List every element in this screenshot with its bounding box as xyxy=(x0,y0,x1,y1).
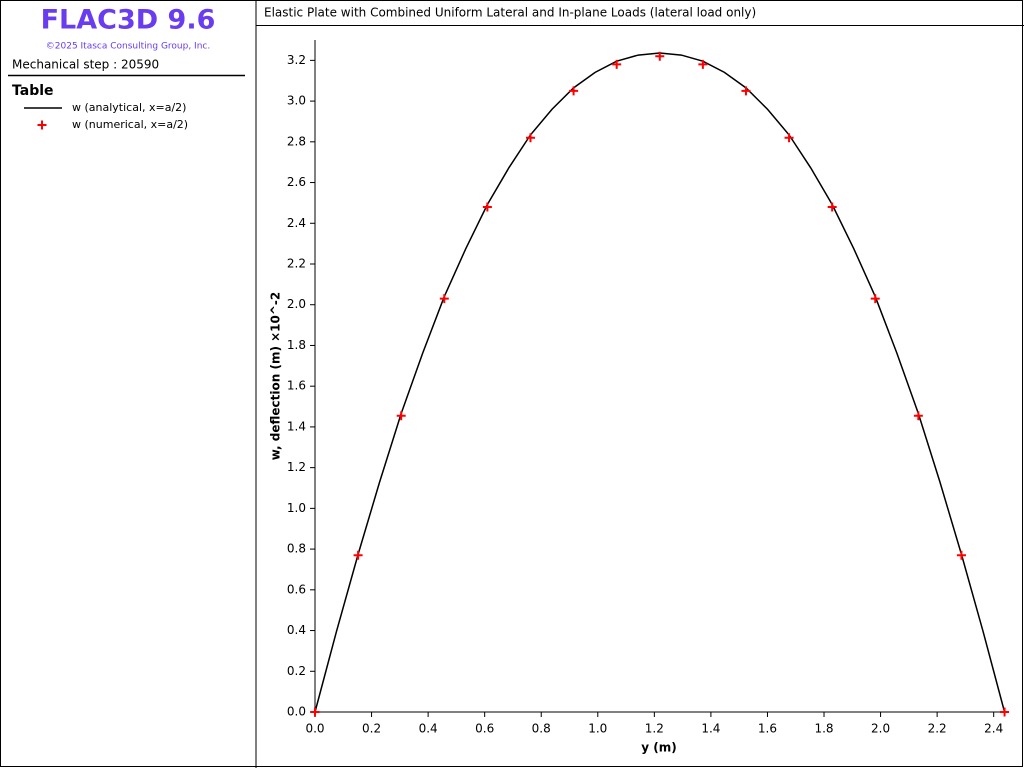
y-tick-label: 1.6 xyxy=(287,379,306,393)
y-tick-label: 1.8 xyxy=(287,338,306,352)
y-tick-label: 0.4 xyxy=(287,623,306,637)
x-tick-label: 0.4 xyxy=(419,722,438,736)
x-tick-label: 1.4 xyxy=(701,722,720,736)
y-tick-label: 0.6 xyxy=(287,582,306,596)
x-tick-label: 1.8 xyxy=(814,722,833,736)
data-point xyxy=(784,133,794,143)
y-tick-label: 1.0 xyxy=(287,501,306,515)
data-point xyxy=(439,294,449,304)
y-tick-label: 1.4 xyxy=(287,419,306,433)
x-tick-label: 1.6 xyxy=(758,722,777,736)
data-point xyxy=(913,411,923,421)
y-tick-label: 2.8 xyxy=(287,134,306,148)
y-tick-label: 0.8 xyxy=(287,542,306,556)
copyright: ©2025 Itasca Consulting Group, Inc. xyxy=(46,42,210,52)
legend-label: w (analytical, x=a/2) xyxy=(72,101,186,114)
data-point xyxy=(310,707,320,717)
data-point xyxy=(956,550,966,560)
data-point xyxy=(396,411,406,421)
y-tick-label: 1.2 xyxy=(287,460,306,474)
y-tick-label: 2.6 xyxy=(287,175,306,189)
product-title: FLAC3D 9.6 xyxy=(41,5,216,36)
y-tick-label: 2.0 xyxy=(287,297,306,311)
legend-label: w (numerical, x=a/2) xyxy=(72,118,188,131)
data-point xyxy=(827,202,837,212)
y-tick-label: 3.2 xyxy=(287,53,306,67)
step-label: Mechanical step : 20590 xyxy=(12,58,159,72)
data-point xyxy=(569,86,579,96)
x-tick-label: 2.4 xyxy=(984,722,1003,736)
x-tick-label: 0.0 xyxy=(305,722,324,736)
data-point xyxy=(353,550,363,560)
x-tick-label: 0.6 xyxy=(475,722,494,736)
y-tick-label: 3.0 xyxy=(287,94,306,108)
x-tick-label: 1.2 xyxy=(645,722,664,736)
data-point xyxy=(741,86,751,96)
data-point xyxy=(612,59,622,69)
x-tick-label: 0.8 xyxy=(532,722,551,736)
x-tick-label: 2.0 xyxy=(871,722,890,736)
data-point xyxy=(698,59,708,69)
y-tick-label: 2.2 xyxy=(287,257,306,271)
y-tick-label: 2.4 xyxy=(287,216,306,230)
table-heading: Table xyxy=(12,83,54,99)
legend-marker xyxy=(37,120,47,130)
y-tick-label: 0.2 xyxy=(287,664,306,678)
y-tick-label: 0.0 xyxy=(287,705,306,719)
data-point xyxy=(1000,707,1010,717)
y-axis-title: w, deflection (m) ×10^-2 xyxy=(269,292,283,461)
data-point xyxy=(870,294,880,304)
x-tick-label: 1.0 xyxy=(588,722,607,736)
data-point xyxy=(482,202,492,212)
data-point xyxy=(655,51,665,61)
data-point xyxy=(525,133,535,143)
x-axis-title: y (m) xyxy=(641,741,676,755)
chart-title: Elastic Plate with Combined Uniform Late… xyxy=(264,6,756,20)
x-tick-label: 0.2 xyxy=(362,722,381,736)
x-tick-label: 2.2 xyxy=(928,722,947,736)
